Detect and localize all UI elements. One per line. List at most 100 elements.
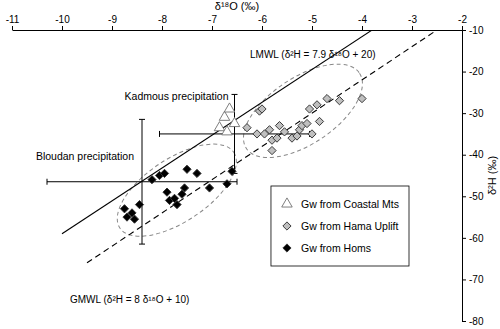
tick-label: -40	[469, 149, 484, 160]
tick-mark	[12, 26, 13, 30]
legend: Gw from Coastal MtsGw from Hama UpliftGw…	[271, 186, 409, 266]
series-group	[243, 94, 366, 154]
annotation: Kadmous precipitation	[125, 90, 229, 102]
tick-mark	[362, 26, 363, 30]
data-point	[224, 103, 235, 112]
data-point	[303, 119, 311, 127]
tick-label: -6	[258, 14, 267, 25]
x-tick: -4	[358, 14, 367, 30]
data-point	[280, 128, 288, 136]
tick-label: -11	[6, 14, 20, 25]
y-axis-title: δ²H (‰)	[486, 156, 498, 195]
tick-label: -8	[158, 14, 167, 25]
chart-container: -11-10-9-8-7-6-5-4-3-2-80-70-60-50-40-30…	[0, 0, 500, 329]
y-tick: -50	[462, 191, 484, 202]
tick-mark	[62, 26, 63, 30]
data-point	[223, 180, 231, 188]
data-point	[130, 215, 138, 223]
x-tick: -3	[408, 14, 417, 30]
data-point	[268, 146, 276, 154]
legend-label: Gw from Coastal Mts	[301, 198, 399, 210]
data-point	[358, 94, 366, 102]
tick-mark	[462, 321, 466, 322]
data-point	[273, 134, 281, 142]
tick-mark	[212, 26, 213, 30]
tick-mark	[462, 238, 466, 239]
tick-label: -2	[458, 14, 467, 25]
tick-label: -5	[308, 14, 317, 25]
tick-mark	[462, 113, 466, 114]
y-tick: -60	[462, 233, 484, 244]
tick-label: -50	[469, 191, 484, 202]
plot-area	[47, 30, 437, 263]
x-tick: -11	[6, 14, 20, 30]
tick-mark	[262, 26, 263, 30]
x-tick: -10	[55, 14, 70, 30]
legend-box	[271, 186, 409, 266]
data-point	[219, 111, 230, 120]
y-axis: -80-70-60-50-40-30-20-10	[462, 25, 484, 327]
tick-label: -3	[408, 14, 417, 25]
axis-line	[462, 31, 463, 322]
y-tick: -70	[462, 274, 484, 285]
legend-label: Gw from Hama Uplift	[301, 220, 399, 232]
tick-label: -60	[469, 233, 484, 244]
chart-svg: -11-10-9-8-7-6-5-4-3-2-80-70-60-50-40-30…	[0, 0, 500, 329]
data-point	[193, 169, 201, 177]
data-point	[243, 124, 251, 132]
data-point	[180, 184, 188, 192]
error-bar-horizontal	[47, 179, 237, 185]
x-tick: -7	[208, 14, 217, 30]
legend-marker	[283, 244, 291, 252]
tick-label: -9	[108, 14, 117, 25]
annotations: Kadmous precipitation Bloudan precipitati…	[36, 49, 376, 305]
data-point	[308, 130, 316, 138]
line-label: LMWL (δ²H = 7.9 δ¹⁸O + 20)	[250, 49, 376, 60]
legend-marker	[282, 198, 293, 207]
y-tick: -30	[462, 108, 484, 119]
tick-label: -20	[469, 66, 484, 77]
tick-mark	[462, 196, 466, 197]
tick-mark	[162, 26, 163, 30]
data-point	[315, 117, 323, 125]
data-point	[183, 165, 191, 173]
data-point	[275, 121, 283, 129]
tick-mark	[462, 72, 466, 73]
tick-label: -70	[469, 274, 484, 285]
data-point	[163, 188, 171, 196]
data-point	[148, 176, 156, 184]
tick-mark	[462, 155, 466, 156]
data-point	[173, 200, 181, 208]
tick-mark	[462, 26, 463, 30]
line-label: GMWL (δ²H = 8 δ¹⁸O + 10)	[70, 294, 189, 305]
data-point	[265, 126, 273, 134]
tick-label: -4	[358, 14, 367, 25]
axis-line	[13, 30, 463, 31]
x-tick: -9	[108, 14, 117, 30]
y-tick: -40	[462, 149, 484, 160]
data-point	[323, 94, 331, 102]
tick-mark	[462, 279, 466, 280]
tick-mark	[462, 30, 466, 31]
tick-mark	[312, 26, 313, 30]
x-tick: -2	[458, 14, 467, 30]
meteoric-water-line	[87, 30, 437, 263]
series-group	[214, 103, 240, 135]
tick-label: -30	[469, 108, 484, 119]
tick-mark	[112, 26, 113, 30]
x-tick: -5	[308, 14, 317, 30]
annotation: Bloudan precipitation	[36, 150, 134, 162]
tick-label: -10	[469, 25, 484, 36]
data-point	[305, 105, 313, 113]
x-axis-title: δ¹⁸O (‰)	[215, 0, 259, 12]
data-point	[120, 205, 128, 213]
data-point	[222, 126, 233, 135]
data-point	[335, 97, 343, 105]
data-point	[214, 122, 225, 131]
data-point	[258, 105, 266, 113]
cluster-outline	[228, 46, 378, 177]
tick-label: -10	[55, 14, 70, 25]
data-point	[313, 101, 321, 109]
y-tick: -10	[462, 25, 484, 36]
x-axis: -11 -10 -9 -8 -7 -6 -5 -4 -3 -2	[6, 14, 468, 31]
